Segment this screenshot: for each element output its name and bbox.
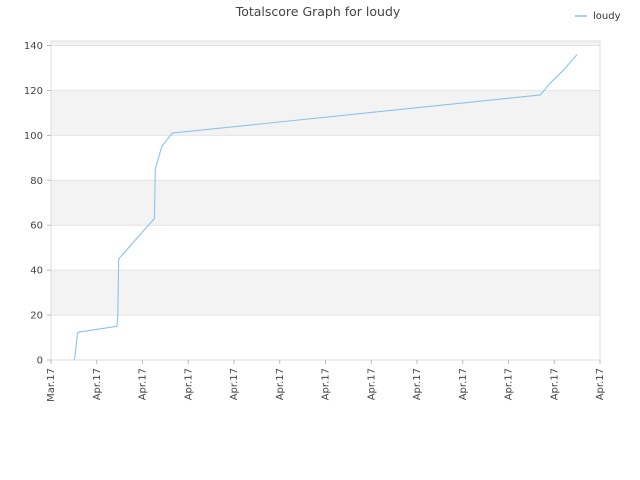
grid-band <box>51 270 600 316</box>
x-tick-label: Apr.17 <box>138 368 149 400</box>
y-tick-label: 120 <box>24 86 43 97</box>
y-tick-label: 100 <box>24 131 43 142</box>
x-tick-label: Apr.17 <box>229 368 240 400</box>
x-tick-label: Mar.17 <box>46 368 57 402</box>
y-tick-label: 60 <box>30 221 43 232</box>
x-tick-label: Apr.17 <box>92 368 103 400</box>
series-line-loudy <box>73 54 578 361</box>
grid-band <box>51 180 600 226</box>
x-tick-label: Apr.17 <box>412 368 423 400</box>
x-axis-ticks: Mar.17 Apr.17 Apr.17 Apr.17 Apr.17 Apr.17 Apr.… <box>46 360 606 402</box>
x-tick-label: Apr.17 <box>321 368 332 400</box>
y-tick-label: 40 <box>30 266 43 277</box>
x-tick-label: Apr.17 <box>366 368 377 400</box>
x-tick-label: Apr.17 <box>504 368 515 400</box>
x-tick-label: Apr.17 <box>275 368 286 400</box>
grid-band <box>51 41 600 46</box>
x-tick-label: Apr.17 <box>549 368 560 400</box>
y-axis-ticks: 0 20 40 60 80 100 120 140 <box>24 41 51 367</box>
legend: loudy <box>575 11 621 22</box>
legend-label-loudy: loudy <box>593 11 621 22</box>
grid-bands <box>51 41 600 316</box>
x-tick-label: Apr.17 <box>458 368 469 400</box>
y-tick-label: 20 <box>30 311 43 322</box>
y-tick-label: 80 <box>30 176 43 187</box>
y-tick-label: 140 <box>24 41 43 52</box>
x-tick-label: Apr.17 <box>595 368 606 400</box>
series-group <box>73 54 578 361</box>
y-tick-label: 0 <box>37 356 43 367</box>
chart-title: Totalscore Graph for loudy <box>235 4 401 19</box>
x-tick-label: Apr.17 <box>183 368 194 400</box>
